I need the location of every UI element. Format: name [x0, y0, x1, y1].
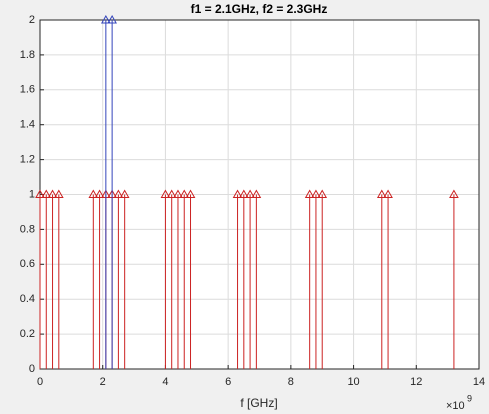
stem-marker: [35, 189, 45, 198]
x-tick-label: 10: [347, 376, 359, 388]
x-axis-label: f [GHz]: [240, 396, 277, 410]
stem-marker: [245, 189, 255, 198]
stem-marker: [47, 189, 58, 198]
y-tick-label: 0: [29, 363, 35, 375]
stem: [179, 189, 190, 369]
x-tick-label: 8: [288, 376, 294, 388]
stem: [383, 189, 393, 369]
stem: [304, 189, 315, 369]
stem-marker: [160, 189, 171, 198]
stem-marker: [311, 189, 321, 198]
x-tick-label: 0: [37, 376, 43, 388]
y-tick-label: 0.8: [20, 223, 35, 235]
stem: [35, 189, 45, 369]
y-tick-label: 1.8: [20, 49, 35, 61]
stem: [245, 189, 255, 369]
stem: [311, 189, 321, 369]
stem: [251, 189, 262, 369]
stem: [119, 189, 130, 369]
stem: [88, 189, 99, 369]
stem-marker: [185, 189, 196, 198]
stem-marker: [304, 189, 315, 198]
stem-marker: [41, 189, 52, 198]
stem-marker: [238, 189, 249, 198]
stem: [376, 189, 387, 369]
y-tick-label: 1: [29, 188, 35, 200]
stem-marker: [113, 189, 124, 198]
stem: [166, 189, 177, 369]
stem-marker: [100, 14, 111, 24]
y-tick-label: 1.2: [20, 154, 35, 166]
stem: [317, 189, 328, 369]
stem-marker: [317, 189, 328, 198]
stem: [100, 14, 111, 369]
y-tick-label: 1.6: [20, 84, 35, 96]
x-tick-label: 12: [410, 376, 422, 388]
stem: [107, 14, 117, 369]
stem: [238, 189, 249, 369]
x-exponent-base: ×10: [446, 400, 465, 412]
stem: [173, 189, 183, 369]
stem-marker: [88, 189, 99, 198]
stem-marker: [173, 189, 183, 198]
x-tick-label: 14: [473, 376, 485, 388]
x-tick-label: 2: [100, 376, 106, 388]
stem: [232, 189, 243, 369]
y-tick-label: 0.6: [20, 258, 35, 270]
x-tick-label: 6: [225, 376, 231, 388]
stem-marker: [179, 189, 190, 198]
stem-marker: [383, 189, 393, 198]
y-tick-label: 0.2: [20, 328, 35, 340]
stem-marker: [119, 189, 130, 198]
stem: [449, 189, 459, 369]
x-exponent-power: 9: [467, 393, 472, 403]
stem-marker: [166, 189, 177, 198]
y-tick-label: 0.4: [20, 293, 35, 305]
stem: [113, 189, 124, 369]
stem: [185, 189, 196, 369]
y-tick-label: 1.4: [20, 119, 35, 131]
stem: [47, 189, 58, 369]
stem: [41, 189, 52, 369]
stem-marker: [94, 189, 105, 198]
stem-marker: [53, 189, 64, 198]
stem-marker: [449, 189, 459, 198]
x-tick-label: 4: [162, 376, 168, 388]
y-tick-label: 2: [29, 14, 35, 26]
chart-title: f1 = 2.1GHz, f2 = 2.3GHz: [191, 2, 328, 16]
stem-marker: [107, 14, 117, 24]
stem-marker: [232, 189, 243, 198]
stem-marker: [376, 189, 387, 198]
stem: [160, 189, 171, 369]
stem: [53, 189, 64, 369]
stem-marker: [251, 189, 262, 198]
stem: [94, 189, 105, 369]
